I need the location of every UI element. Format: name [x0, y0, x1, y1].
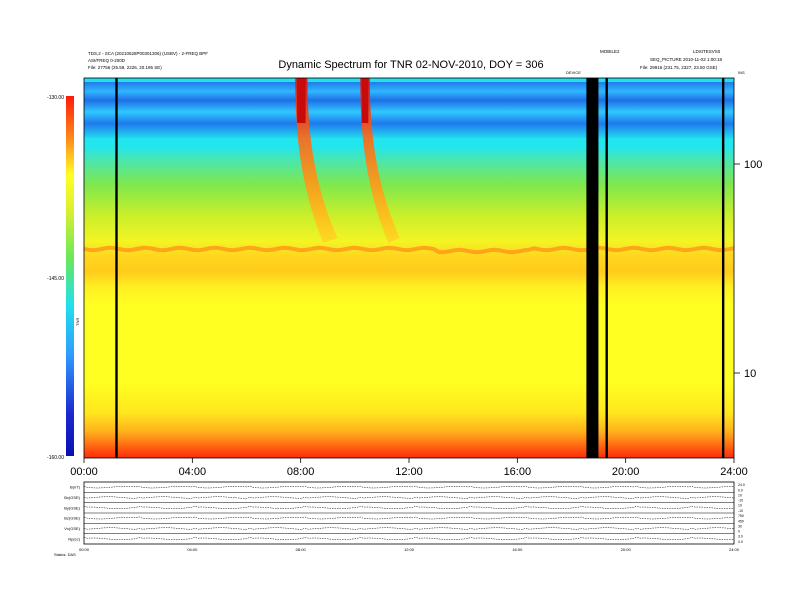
lower-row-axis-top: 10: [738, 504, 742, 508]
spectrogram: [84, 78, 734, 458]
colorbar-tick-bottom: -160.00: [47, 455, 64, 461]
lower-row-label: By(GSE): [64, 505, 80, 510]
lower-row-axis-top: 10: [738, 493, 742, 497]
lower-panel-time-axis: 00:00 04:00 08:00 12:00 16:00 20:00 24:00: [79, 547, 740, 552]
lower-row-label: Np(cc): [68, 536, 80, 541]
lower-row-axis-bottom: 0: [738, 530, 740, 534]
header-label-device: DEVICE: [566, 70, 581, 75]
x-tick-label: 04:00: [179, 466, 207, 478]
burst-2: [360, 78, 400, 243]
burst-1: [295, 78, 338, 243]
lower-x-tick-label: 12:00: [404, 547, 415, 552]
plasma-line-trace: [84, 245, 734, 255]
lower-x-tick-label: 08:00: [296, 547, 307, 552]
data-gap-line-3: [596, 78, 599, 458]
data-gap-line-2: [587, 78, 591, 458]
spectrogram-top-bands: [84, 80, 734, 138]
colorbar-label: TNR: [75, 318, 80, 326]
x-tick-label: 16:00: [504, 466, 532, 478]
plasma-line: [84, 245, 734, 255]
header-left-line-1: TDS,2 - SCA (20210628P00301306) (USBV) -…: [88, 51, 208, 56]
header-left-info: TDS,2 - SCA (20210628P00301306) (USBV) -…: [88, 51, 208, 70]
data-gap-line-4: [605, 78, 608, 458]
lower-row-label: Bz(GSE): [64, 516, 80, 521]
lower-x-tick-label: 20:00: [621, 547, 632, 552]
header-right-line-1: MOBILE2: [600, 49, 620, 54]
colorbar: -130.00 -145.00 -160.00 TNR: [47, 95, 80, 461]
lower-row-axis-bottom: 0.0: [738, 540, 743, 544]
header-left-line-2: ASI/FREQ 0-200D: [88, 58, 126, 63]
colorbar-tick-mid: -145.00: [47, 276, 64, 282]
lower-x-tick-label: 04:00: [187, 547, 198, 552]
burst-group: [295, 78, 400, 243]
data-gap-band: [586, 78, 598, 458]
lower-row-axis-bottom: -10: [738, 509, 743, 513]
spectrogram-background: [84, 78, 734, 458]
burst-1-core: [297, 78, 306, 123]
data-gap-line-1: [115, 78, 118, 458]
header-right-line-3: SEQ_PICTURE 2010-11-02 1:00:18: [650, 57, 722, 62]
lower-row-trace: [83, 527, 735, 530]
lower-row-trace: [83, 537, 735, 540]
lower-row-trace: [83, 496, 735, 499]
colorbar-gradient: [66, 96, 74, 456]
data-gap-group: [115, 78, 725, 458]
x-tick-label: 12:00: [395, 466, 423, 478]
time-axis: 00:00 04:00 08:00 12:00 16:00 20:00 24:00: [70, 458, 748, 478]
header-right-line-4: File: 29916 (231.75, 2327, 23.50 GSE): [640, 65, 718, 70]
lower-row-axis-top: 30: [738, 524, 742, 528]
spectrogram-top-stripe: [84, 78, 734, 82]
colorbar-tick-top: -130.00: [47, 95, 64, 101]
header-left-line-3: File: 27756 (25.59, 2226, 20.195 SE): [88, 65, 162, 70]
burst-2-core: [361, 78, 369, 123]
lower-row-trace: [83, 505, 735, 509]
header-right-line-2: LDSITESVS0: [693, 49, 721, 54]
lower-row-axis-top: 750: [738, 514, 744, 518]
lower-row-label: Bx(GSE): [64, 495, 80, 500]
lower-x-tick-label: 16:00: [512, 547, 523, 552]
lower-row-axis-bottom: 0.0: [738, 488, 743, 492]
chart-title: Dynamic Spectrum for TNR 02-NOV-2010, DO…: [278, 59, 543, 71]
lower-panel-footer: Status: DAS: [54, 552, 76, 557]
lower-row-trace: [83, 485, 734, 489]
x-tick-label: 00:00: [70, 466, 98, 478]
lower-row-axis-bottom: -10: [738, 499, 743, 503]
x-tick-label: 20:00: [612, 466, 640, 478]
right-axis-tick-10: 10: [744, 368, 756, 380]
lower-x-tick-label: 24:00: [729, 547, 740, 552]
header-label-ins: INS: [738, 70, 745, 75]
lower-row-label: B(nT): [70, 485, 81, 490]
lower-row-axis-bottom: 450: [738, 519, 744, 523]
lower-x-tick-label: 00:00: [79, 547, 90, 552]
right-frequency-axis: 100 10: [734, 159, 762, 380]
lower-row-trace: [83, 516, 735, 520]
lower-row-label: Vx(GSE): [64, 526, 80, 531]
lower-row-axis-top: 24.0: [738, 483, 745, 487]
x-tick-label: 08:00: [287, 466, 315, 478]
lower-row-axis-top: 3.0: [738, 535, 743, 539]
x-tick-label: 24:00: [720, 466, 748, 478]
header-right-info: MOBILE2 LDSITESVS0 SEQ_PICTURE 2010-11-0…: [600, 49, 722, 70]
right-axis-tick-100: 100: [744, 159, 762, 171]
data-gap-line-5: [721, 78, 725, 458]
